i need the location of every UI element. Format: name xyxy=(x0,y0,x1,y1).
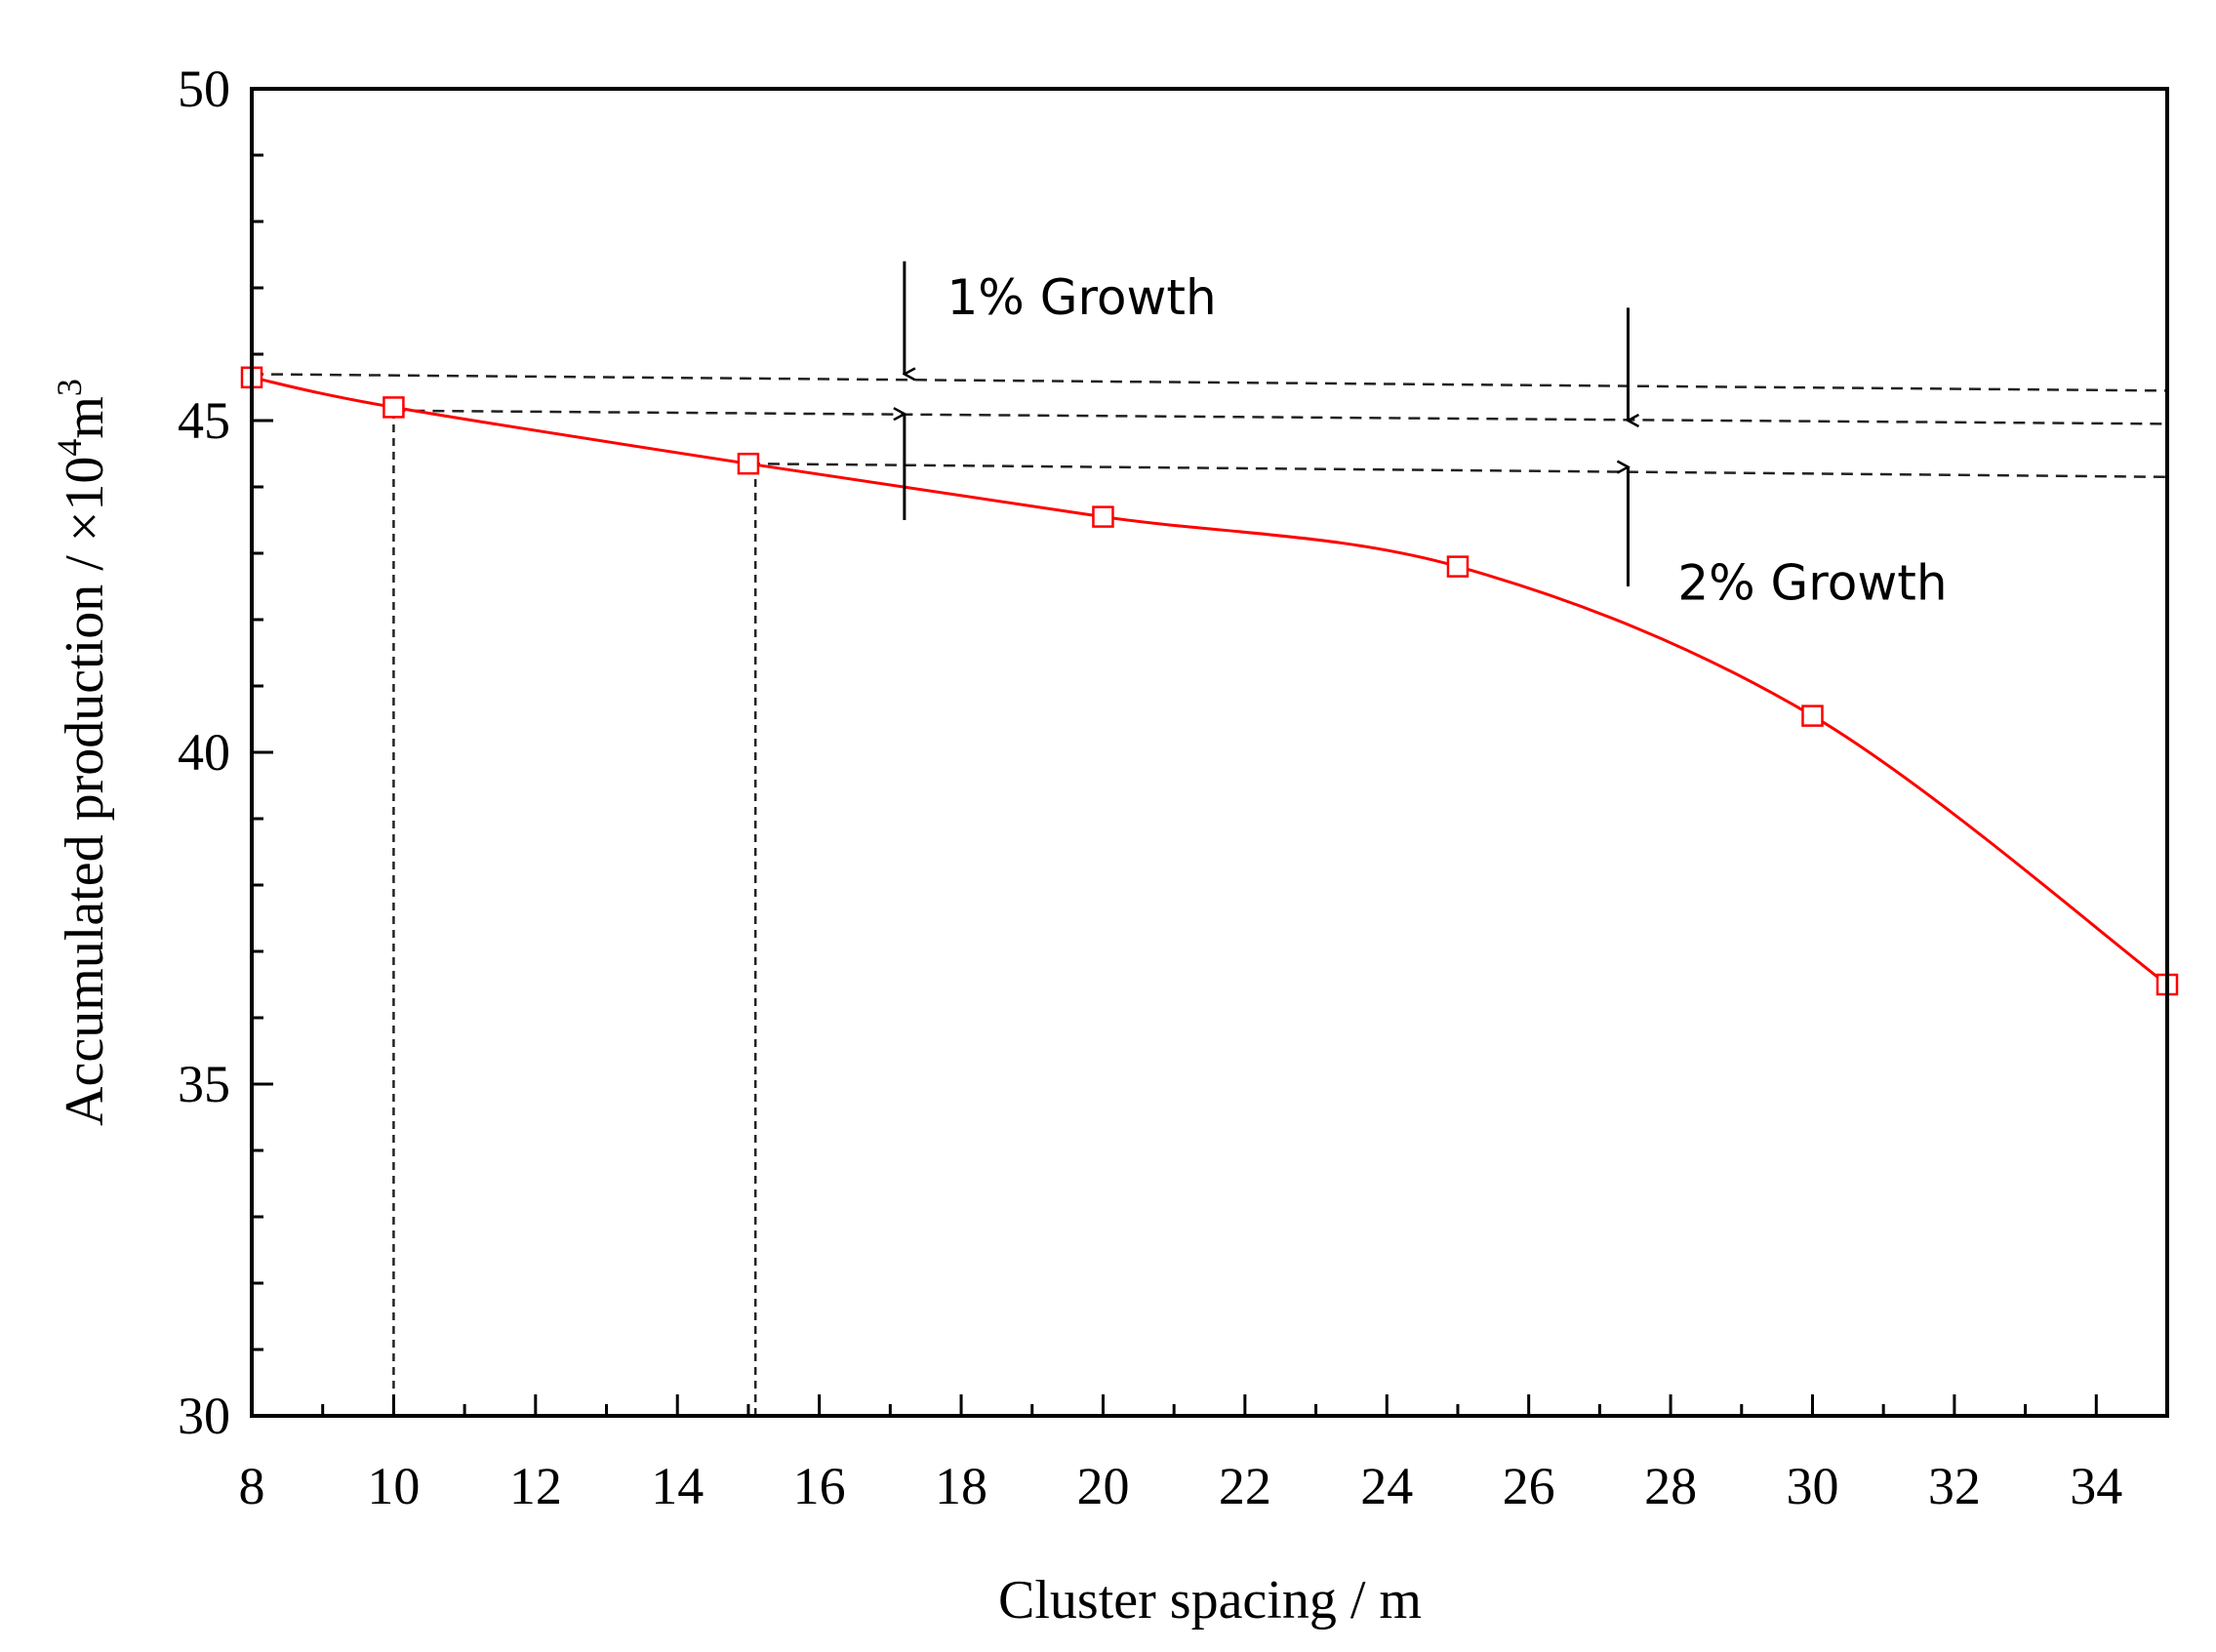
annotation-layer: 1% Growth 2% Growth xyxy=(905,261,1948,612)
data-point-marker xyxy=(1446,555,1470,578)
x-tick-label: 22 xyxy=(1219,1457,1271,1515)
series-line xyxy=(251,376,2168,987)
horizontal-dashed-line xyxy=(393,409,2168,425)
y-axis-title: Accumulated production / ×104m3 xyxy=(50,379,115,1126)
data-point-marker xyxy=(1092,505,1114,528)
horizontal-dashed-line xyxy=(747,462,2168,479)
x-tick-label: 14 xyxy=(651,1457,704,1515)
reference-lines xyxy=(251,373,2168,1416)
y-axis-title-exp: 4 xyxy=(50,439,89,457)
y-axis-ticks: 30 35 40 45 50 xyxy=(178,60,273,1445)
data-point-marker xyxy=(383,396,405,419)
y-tick-label: 40 xyxy=(178,723,230,782)
x-tick-label: 12 xyxy=(509,1457,562,1515)
x-tick-label: 34 xyxy=(2070,1457,2122,1515)
y-tick-label: 45 xyxy=(178,391,230,450)
data-point-marker xyxy=(737,452,760,475)
x-tick-label: 24 xyxy=(1360,1457,1413,1515)
x-tick-label: 26 xyxy=(1503,1457,1555,1515)
x-tick-label: 8 xyxy=(239,1457,265,1515)
data-point-marker xyxy=(1801,705,1824,727)
x-tick-label: 18 xyxy=(935,1457,987,1515)
y-axis-title-unit-exp: 3 xyxy=(50,379,89,396)
y-axis-title-unit: m xyxy=(55,396,115,439)
y-tick-label: 30 xyxy=(178,1387,230,1445)
x-tick-label: 28 xyxy=(1644,1457,1697,1515)
y-axis-title-main: Accumulated production / ×10 xyxy=(55,457,115,1126)
x-axis-ticks: 8 10 12 14 16 18 20 22 24 26 28 30 32 34 xyxy=(239,1394,2169,1515)
horizontal-dashed-line xyxy=(251,373,2168,392)
x-tick-label: 20 xyxy=(1076,1457,1129,1515)
x-tick-label: 32 xyxy=(1928,1457,1981,1515)
x-axis-title: Cluster spacing / m xyxy=(998,1570,1422,1631)
growth-annotation: 1% Growth xyxy=(947,269,1216,326)
y-tick-label: 50 xyxy=(178,60,230,118)
x-tick-label: 10 xyxy=(367,1457,420,1515)
growth-annotation: 2% Growth xyxy=(1677,555,1947,612)
y-tick-label: 35 xyxy=(178,1055,230,1113)
series-layer xyxy=(240,366,2179,996)
x-tick-label: 16 xyxy=(793,1457,846,1515)
x-tick-label: 30 xyxy=(1786,1457,1838,1515)
